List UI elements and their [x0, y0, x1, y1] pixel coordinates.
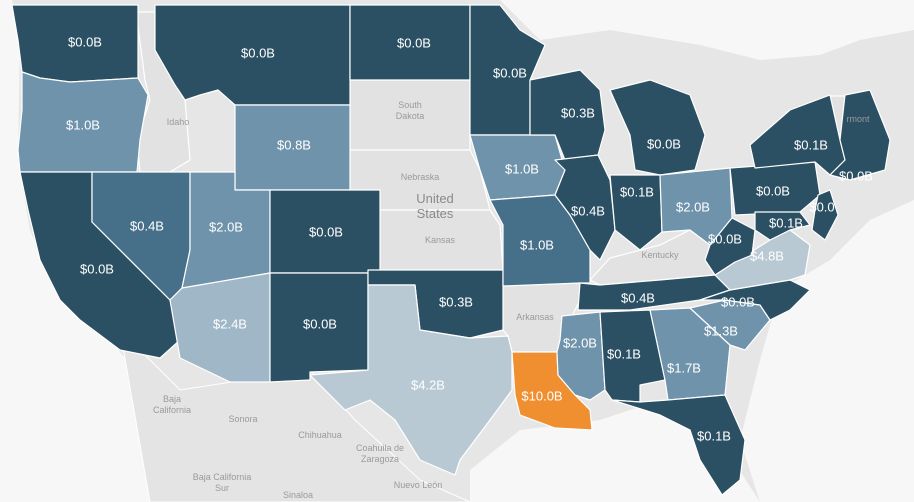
- label-kansas: Kansas: [425, 235, 456, 245]
- label-sinaloa: Sinaloa: [283, 490, 313, 500]
- state-value-label-wv: $0.0B: [708, 231, 742, 246]
- state-shape-or[interactable]: [17, 71, 149, 173]
- state-shape-nj[interactable]: [811, 189, 839, 241]
- state-value-label-nd: $0.0B: [397, 35, 431, 50]
- label-sonora: Sonora: [228, 414, 257, 424]
- label-united: United: [416, 191, 454, 206]
- state-value-label-ny: $0.1B: [794, 137, 828, 152]
- state-value-label-va: $4.8B: [750, 248, 784, 263]
- label-south-dakota-2: Dakota: [396, 111, 425, 121]
- state-value-label-ia: $1.0B: [505, 161, 539, 176]
- state-value-label-ms: $2.0B: [563, 335, 597, 350]
- state-value-label-wy: $0.8B: [277, 137, 311, 152]
- state-value-label-il: $0.4B: [571, 203, 605, 218]
- state-shape-fl[interactable]: [611, 394, 746, 496]
- state-value-label-mt: $0.0B: [241, 45, 275, 60]
- state-value-label-nj: $0.0: [809, 199, 834, 214]
- state-value-label-md: $0.1B: [769, 215, 803, 230]
- state-value-label-nv: $0.4B: [130, 218, 164, 233]
- atlantic-water: [740, 200, 914, 502]
- label-baja-california-1: Baja: [163, 394, 181, 404]
- state-shape-tx[interactable]: [309, 284, 513, 476]
- state-value-label-nm: $0.0B: [303, 316, 337, 331]
- value-labels-layer: $0.0B$1.0B$0.0B$0.4B$0.0B$0.8B$2.0B $0.0B…: [66, 34, 873, 443]
- label-south-dakota-1: South: [398, 100, 422, 110]
- state-value-label-pa: $0.0B: [756, 183, 790, 198]
- label-coahuila-2: Zaragoza: [361, 454, 399, 464]
- state-shape-mi[interactable]: [609, 79, 706, 176]
- state-value-label-mo: $1.0B: [520, 237, 554, 252]
- label-arkansas: Arkansas: [516, 312, 554, 322]
- state-shape-ne_states[interactable]: [829, 89, 891, 181]
- pacific-water: [0, 0, 230, 502]
- label-baja-california-sur-1: Baja California: [193, 472, 252, 482]
- state-shape-wv[interactable]: [704, 217, 756, 276]
- state-shape-in[interactable]: [609, 174, 663, 251]
- great-lakes-water: [500, 0, 914, 60]
- state-value-label-wa: $0.0B: [68, 34, 102, 49]
- state-value-label-or: $1.0B: [66, 117, 100, 132]
- label-chihuahua: Chihuahua: [298, 430, 342, 440]
- label-baja-california-2: California: [153, 405, 191, 415]
- state-value-label-sc: $1.3B: [704, 323, 738, 338]
- state-shape-il[interactable]: [554, 154, 616, 261]
- state-value-label-tx: $4.2B: [411, 377, 445, 392]
- label-baja-california-sur-2: Sur: [215, 483, 229, 493]
- state-value-label-ca: $0.0B: [80, 261, 114, 276]
- state-value-label-la: $10.0B: [521, 388, 562, 403]
- state-value-label-in: $0.1B: [620, 184, 654, 199]
- label-nuevo-leon: Nuevo León: [394, 480, 443, 490]
- label-nebraska: Nebraska: [401, 172, 440, 182]
- states-layer: [11, 4, 891, 496]
- label-states: States: [417, 206, 454, 221]
- state-value-label-az: $2.4B: [213, 316, 247, 331]
- state-shape-md[interactable]: [754, 211, 811, 241]
- label-idaho: Idaho: [167, 117, 190, 127]
- label-kentucky: Kentucky: [641, 250, 679, 260]
- state-value-label-al: $0.1B: [607, 346, 641, 361]
- label-coahuila-1: Coahuila de: [356, 443, 404, 453]
- state-value-label-mi: $0.0B: [647, 136, 681, 151]
- state-value-label-co: $0.0B: [309, 224, 343, 239]
- state-value-label-wi: $0.3B: [561, 105, 595, 120]
- state-value-label-ne_states: $0.0B: [839, 168, 873, 183]
- mexico-land: [119, 328, 471, 502]
- state-value-label-ga: $1.7B: [667, 360, 701, 375]
- state-value-label-fl: $0.1B: [697, 428, 731, 443]
- state-value-label-oh: $2.0B: [676, 199, 710, 214]
- state-value-label-nc: $0.0B: [721, 294, 755, 309]
- state-value-label-ok: $0.3B: [439, 294, 473, 309]
- state-value-label-tn: $0.4B: [621, 290, 655, 305]
- state-value-label-ut: $2.0B: [209, 219, 243, 234]
- state-value-label-mn: $0.0B: [493, 65, 527, 80]
- label-vermont: rmont: [846, 114, 870, 124]
